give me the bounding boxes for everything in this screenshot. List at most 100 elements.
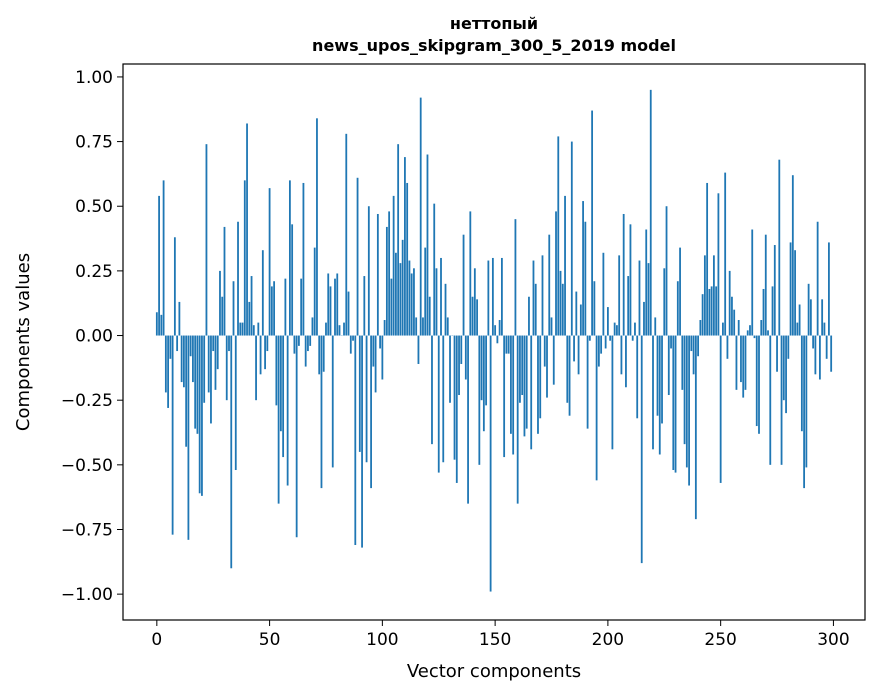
bar-291	[812, 335, 815, 349]
bar-105	[392, 195, 395, 336]
bar-299	[830, 335, 833, 372]
bar-44	[255, 335, 257, 401]
bar-169	[537, 335, 539, 434]
bar-263	[749, 325, 751, 336]
bar-21	[203, 335, 206, 403]
bar-214	[638, 260, 641, 336]
bar-115	[415, 317, 418, 336]
bar-160	[516, 335, 519, 504]
bar-280	[787, 335, 790, 359]
bar-154	[503, 335, 506, 458]
bar-250	[719, 335, 722, 483]
bar-94	[367, 206, 370, 336]
bar-102	[385, 226, 388, 336]
bar-255	[731, 296, 733, 336]
bar-168	[534, 283, 537, 336]
bar-220	[652, 335, 654, 450]
bar-218	[647, 263, 650, 336]
bar-72	[318, 335, 321, 375]
bar-208	[625, 335, 627, 388]
bar-88	[354, 335, 357, 546]
bar-241	[699, 320, 702, 336]
bar-26	[214, 335, 217, 390]
x-tick-label: 0	[151, 630, 162, 650]
bar-247	[712, 255, 715, 336]
bar-201	[609, 335, 612, 341]
bar-164	[525, 335, 528, 429]
bar-207	[622, 213, 625, 336]
chart-title-line2: news_upos_skipgram_300_5_2019 model	[312, 36, 676, 55]
bar-225	[663, 268, 666, 336]
bar-166	[530, 335, 533, 450]
y-tick-label: 1.00	[75, 68, 113, 88]
bar-249	[717, 193, 720, 336]
bar-118	[422, 317, 424, 336]
y-tick-label: −0.75	[61, 520, 113, 540]
bar-171	[541, 255, 544, 336]
bar-50	[268, 188, 271, 336]
bar-150	[494, 325, 497, 336]
bar-199	[604, 335, 607, 349]
bar-269	[762, 288, 765, 336]
x-tick-label: 100	[366, 630, 398, 650]
bar-41	[248, 301, 251, 336]
bar-126	[440, 257, 442, 336]
bar-284	[796, 322, 799, 336]
bar-243	[703, 255, 706, 336]
bar-112	[408, 260, 411, 336]
bar-268	[760, 320, 763, 336]
bar-107	[397, 144, 400, 336]
bar-98	[376, 213, 379, 336]
bar-99	[379, 335, 382, 349]
bar-223	[658, 335, 661, 455]
bar-73	[320, 335, 323, 489]
bar-28	[219, 270, 221, 336]
bar-124	[435, 268, 438, 336]
bar-298	[828, 242, 830, 336]
bar-229	[672, 335, 675, 471]
bar-173	[546, 335, 548, 398]
bar-10	[178, 301, 181, 336]
bar-110	[404, 157, 406, 336]
bar-258	[737, 320, 740, 336]
bar-278	[782, 335, 785, 401]
plot-frame	[122, 63, 866, 621]
bar-52	[273, 281, 276, 336]
bar-294	[818, 335, 821, 380]
bar-27	[216, 335, 219, 370]
bar-228	[670, 335, 672, 349]
bar-244	[706, 182, 709, 336]
bar-141	[473, 268, 476, 336]
bar-251	[722, 322, 724, 336]
bar-49	[266, 335, 269, 352]
bar-121	[428, 296, 431, 336]
bar-242	[701, 294, 704, 336]
bar-248	[715, 286, 718, 336]
bar-128	[444, 283, 447, 336]
bar-148	[489, 335, 492, 592]
bar-125	[437, 335, 440, 473]
bar-177	[555, 211, 557, 336]
bar-92	[363, 276, 366, 336]
bar-288	[805, 335, 808, 468]
bar-123	[433, 203, 436, 336]
bar-290	[809, 299, 812, 336]
bar-103	[388, 211, 391, 336]
bar-205	[618, 255, 621, 336]
y-tick-label: 0.50	[75, 197, 113, 217]
bar-138	[467, 335, 469, 504]
bar-18	[196, 335, 199, 434]
bar-159	[514, 219, 517, 336]
bar-219	[649, 89, 652, 336]
bar-140	[471, 296, 474, 336]
bar-2	[160, 314, 163, 336]
bar-165	[528, 296, 530, 336]
bar-198	[602, 252, 605, 336]
bar-1	[158, 195, 160, 336]
bar-238	[692, 335, 695, 375]
bar-189	[582, 201, 584, 336]
bar-186	[575, 291, 578, 336]
x-tick-label: 150	[479, 630, 511, 650]
bar-133	[455, 335, 458, 483]
